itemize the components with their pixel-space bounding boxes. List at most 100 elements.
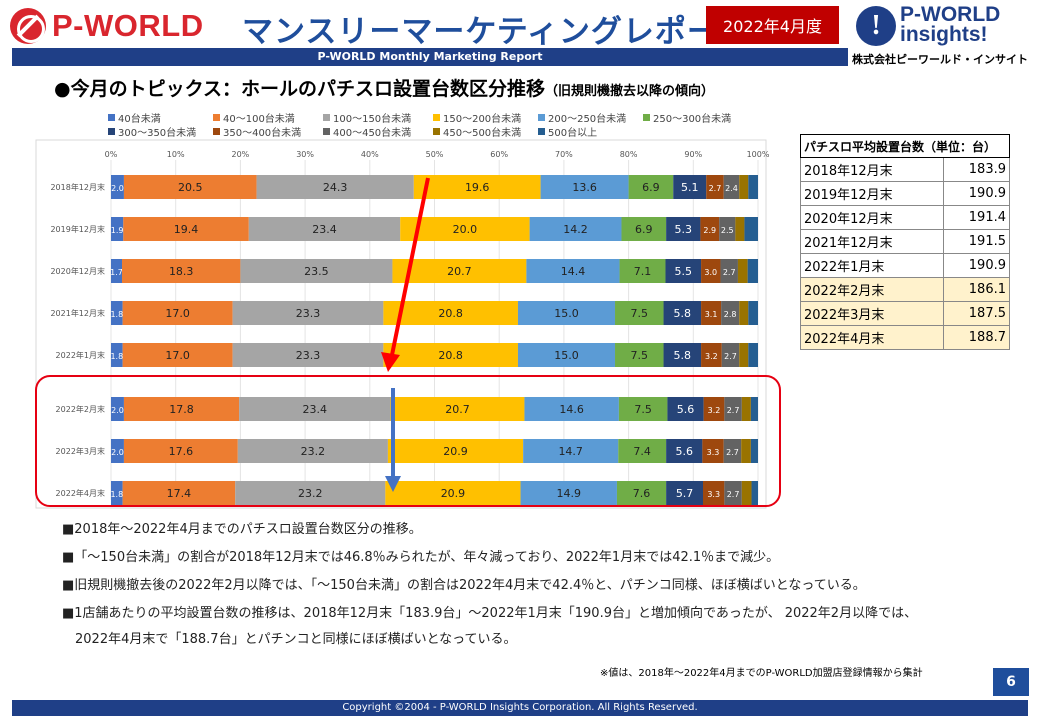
- legend-label: 200〜250台未満: [548, 114, 627, 125]
- bar-segment: [390, 397, 525, 421]
- table-cell-value: 187.5: [942, 301, 1011, 326]
- legend-label: 100〜150台未満: [333, 114, 412, 125]
- note-line: ■1店舗あたりの平均設置台数の推移は、2018年12月末「183.9台」～202…: [62, 606, 918, 621]
- data-label: 24.3: [323, 181, 348, 194]
- x-tick-label: 50%: [426, 150, 444, 159]
- bar-segment: [383, 301, 518, 325]
- subtitle-bar: P-WORLD Monthly Marketing Report: [12, 48, 848, 66]
- page-number: 6: [993, 668, 1029, 696]
- data-label: 5.8: [674, 349, 692, 362]
- bar-segment: [723, 439, 742, 463]
- legend-item: 400〜450台未満: [323, 124, 411, 139]
- table-cell-label: 2018年12月末: [800, 157, 944, 182]
- bar-segment: [540, 175, 629, 199]
- bar-segment: [721, 301, 740, 325]
- average-units-table: パチスロ平均設置台数（単位：台） 2018年12月末 183.9 2019年12月末…: [800, 134, 1011, 350]
- legend-label: 40〜100台未満: [223, 114, 295, 125]
- bar-segment: [720, 259, 738, 283]
- data-label: 5.8: [674, 307, 692, 320]
- bar-segment: [703, 397, 725, 421]
- table-row: 2022年4月末 188.7: [800, 325, 1011, 350]
- category-label: 2018年12月末: [50, 182, 105, 192]
- bar-segment: [123, 439, 238, 463]
- copyright-footer: Copyright ©2004 - P-WORLD Insights Corpo…: [12, 700, 1028, 716]
- bar-segment: [523, 439, 619, 463]
- bar-segment: [122, 481, 236, 505]
- table-cell-label: 2020年12月末: [800, 205, 944, 230]
- bar-segment: [739, 343, 749, 367]
- data-label: 5.5: [675, 265, 693, 278]
- data-label: 18.3: [169, 265, 194, 278]
- bar-segment: [719, 217, 736, 241]
- insights-sub-text: insights!: [900, 23, 988, 46]
- data-label: 17.0: [165, 307, 190, 320]
- trend-arrow-blue-head: [385, 476, 401, 492]
- bar-segment: [400, 217, 530, 241]
- bar-segment: [724, 397, 742, 421]
- bar-segment: [387, 439, 524, 463]
- table-row: 2022年2月末 186.1: [800, 277, 1011, 302]
- data-label: 2.8: [724, 310, 737, 319]
- legend-item: 350〜400台未満: [213, 124, 301, 139]
- bar-segment: [616, 481, 667, 505]
- data-label: 23.3: [296, 349, 321, 362]
- chart-frame: [35, 139, 767, 509]
- table-row: 2021年12月末 191.5: [800, 229, 1011, 254]
- data-label: 5.6: [675, 445, 693, 458]
- bar-segment: [751, 481, 758, 505]
- legend-label: 400〜450台未満: [333, 128, 412, 139]
- bar-segment: [665, 259, 702, 283]
- data-label: 6.9: [642, 181, 660, 194]
- bar-segment: [748, 175, 758, 199]
- bar-segment: [673, 175, 707, 199]
- data-label: 5.1: [681, 181, 699, 194]
- note-line: ■2018年～2022年4月までのパチスロ設置台数区分の推移。: [62, 522, 422, 537]
- legend-item: 40台未満: [108, 110, 161, 125]
- legend-swatch: [323, 114, 330, 121]
- data-label: 1.8: [110, 352, 123, 361]
- bar-segment: [741, 481, 752, 505]
- bar-segment: [517, 301, 616, 325]
- insights-brand-text: P-WORLD: [900, 3, 1001, 26]
- data-label: 3.2: [705, 352, 718, 361]
- table-row: 2022年1月末 190.9: [800, 253, 1011, 278]
- data-label: 3.1: [705, 310, 718, 319]
- bar-segment: [526, 259, 620, 283]
- table-cell-label: 2021年12月末: [800, 229, 944, 254]
- bar-segment: [628, 175, 674, 199]
- legend-swatch: [433, 114, 440, 121]
- trend-arrow-red: [390, 177, 430, 356]
- table-header: パチスロ平均設置台数（単位：台）: [800, 134, 1010, 158]
- report-date-badge: 2022年4月度: [706, 6, 839, 44]
- table-cell-label: 2022年4月末: [800, 325, 944, 350]
- data-label: 17.4: [167, 487, 192, 500]
- table-cell-value: 190.9: [942, 253, 1011, 278]
- data-label: 7.1: [634, 265, 652, 278]
- legend-swatch: [643, 114, 650, 121]
- x-tick-label: 0%: [105, 150, 118, 159]
- bar-segment: [111, 301, 123, 325]
- legend-item: 100〜150台未満: [323, 110, 411, 125]
- bar-segment: [701, 259, 721, 283]
- bar-segment: [529, 217, 622, 241]
- data-label: 2.7: [727, 490, 740, 499]
- bar-segment: [701, 343, 722, 367]
- bar-segment: [706, 175, 724, 199]
- category-label: 2022年1月末: [56, 350, 105, 360]
- bar-segment: [618, 439, 667, 463]
- page-title: マンスリーマーケティングレポート: [242, 14, 751, 50]
- data-label: 20.7: [447, 265, 472, 278]
- bar-segment: [111, 439, 124, 463]
- table-cell-label: 2022年1月末: [800, 253, 944, 278]
- data-label: 23.4: [303, 403, 328, 416]
- x-tick-label: 60%: [490, 150, 508, 159]
- bar-segment: [111, 343, 123, 367]
- legend-label: 350〜400台未満: [223, 128, 302, 139]
- legend-label: 450〜500台未満: [443, 128, 522, 139]
- data-label: 2.7: [709, 184, 722, 193]
- data-label: 17.0: [165, 349, 190, 362]
- data-label: 2.0: [111, 448, 124, 457]
- bar-segment: [702, 439, 724, 463]
- data-label: 14.9: [557, 487, 582, 500]
- bar-segment: [747, 259, 758, 283]
